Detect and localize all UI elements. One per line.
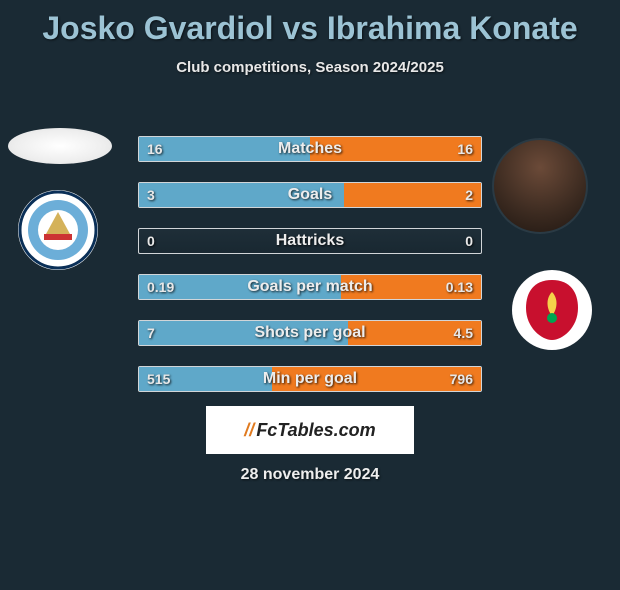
stat-row: 1616Matches — [138, 136, 482, 162]
stat-label: Matches — [139, 137, 481, 161]
brand-slash-icon: // — [244, 420, 254, 441]
stat-label: Goals per match — [139, 275, 481, 299]
footer-brand: //FcTables.com — [206, 406, 414, 454]
player2-club-crest — [512, 270, 592, 350]
stat-row: 74.5Shots per goal — [138, 320, 482, 346]
stat-row: 00Hattricks — [138, 228, 482, 254]
comparison-title: Josko Gvardiol vs Ibrahima Konate — [0, 10, 620, 47]
player2-name: Ibrahima Konate — [327, 10, 578, 46]
player1-avatar — [8, 128, 112, 164]
vs-text: vs — [282, 10, 318, 46]
date-text: 28 november 2024 — [241, 466, 380, 484]
brand-text: FcTables.com — [256, 420, 375, 441]
stat-row: 515796Min per goal — [138, 366, 482, 392]
player1-club-crest — [18, 190, 98, 270]
stats-container: 1616Matches 32Goals 00Hattricks 0.190.13Goa… — [138, 136, 482, 412]
stat-label: Min per goal — [139, 367, 481, 391]
player1-name: Josko Gvardiol — [42, 10, 273, 46]
stat-label: Goals — [139, 183, 481, 207]
stat-label: Hattricks — [139, 229, 481, 253]
stat-label: Shots per goal — [139, 321, 481, 345]
player2-avatar — [492, 138, 588, 234]
stat-row: 0.190.13Goals per match — [138, 274, 482, 300]
stat-row: 32Goals — [138, 182, 482, 208]
subtitle: Club competitions, Season 2024/2025 — [0, 59, 620, 76]
